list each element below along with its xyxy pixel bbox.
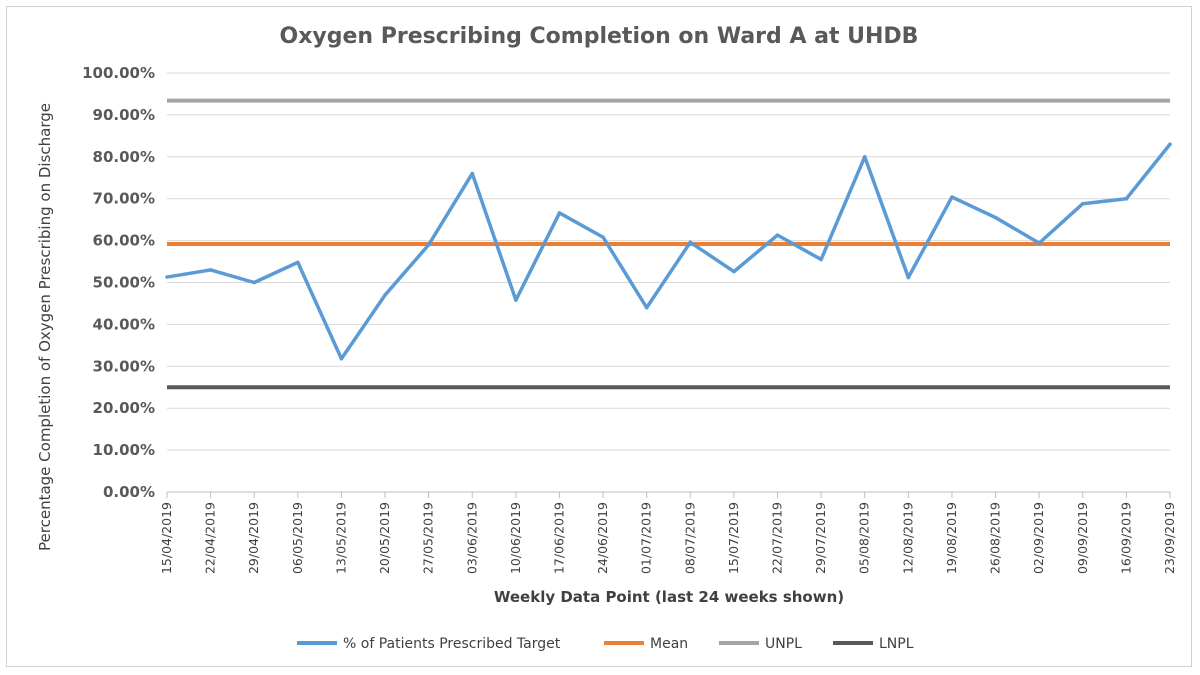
target-series-point [644,305,649,310]
target-series-point [819,257,823,262]
y-tick-label: 60.00% [93,232,155,250]
chart-frame: Oxygen Prescribing Completion on Ward A … [6,6,1192,667]
legend-label: LNPL [879,636,914,652]
legend-label: % of Patients Prescribed Target [343,636,561,652]
x-tick-label: 10/06/2019 [508,502,523,574]
x-tick-label: 22/04/2019 [203,502,218,574]
target-series-point [426,242,431,247]
x-tick-label: 05/08/2019 [857,502,872,574]
target-series-point [296,260,300,265]
data-series [165,142,1172,361]
y-tick-label: 80.00% [93,148,155,166]
target-series-point [514,298,518,302]
x-tick-label: 23/09/2019 [1162,502,1177,574]
chart-svg: Oxygen Prescribing Completion on Ward A … [36,24,1177,652]
x-tick-label: 24/06/2019 [595,502,610,574]
x-tick-label: 19/08/2019 [944,502,959,574]
target-series-point [470,171,475,176]
x-tick-label: 15/04/2019 [159,502,174,574]
y-tick-label: 30.00% [93,357,155,375]
x-tick-label: 08/07/2019 [682,502,697,574]
target-series-point [950,195,954,199]
legend-label: UNPL [765,636,802,652]
target-series-point [906,275,911,280]
x-tick-labels: 15/04/2019 22/04/2019 29/04/2019 06/05/2019… [159,492,1177,574]
target-series-point [252,280,257,285]
y-tick-label: 20.00% [93,399,155,417]
y-tick-label: 50.00% [93,274,155,292]
target-series-point [1080,201,1085,206]
target-series-point [1168,142,1172,147]
x-tick-label: 03/06/2019 [464,502,479,574]
y-tick-label: 0.00% [103,483,155,501]
x-tick-label: 02/09/2019 [1031,502,1046,574]
y-tick-label: 70.00% [93,190,155,208]
target-series-point [208,268,213,272]
x-tick-label: 26/08/2019 [988,502,1003,574]
x-axis-label: Weekly Data Point (last 24 weeks shown) [494,588,844,606]
y-tick-labels: 0.00% 10.00% 20.00% 30.00% 40.00% 50.00% 60.00… [82,64,155,501]
x-tick-label: 09/09/2019 [1075,502,1090,574]
target-series-point [775,233,780,237]
target-series-point [688,240,693,245]
target-series-point [601,235,605,240]
x-tick-label: 17/06/2019 [551,502,566,574]
target-series-point [339,356,344,361]
target-series-point [732,269,736,274]
y-tick-label: 100.00% [82,64,155,82]
x-tick-label: 29/07/2019 [813,502,828,574]
y-tick-label: 90.00% [93,106,155,124]
x-tick-label: 01/07/2019 [639,502,654,574]
target-series-point [383,293,387,297]
y-axis-label: Percentage Completion of Oxygen Prescrib… [36,103,54,551]
y-tick-label: 40.00% [93,315,155,333]
legend: % of Patients Prescribed Target Mean UNPL L… [297,636,914,652]
y-tick-label: 10.00% [93,441,155,459]
x-tick-label: 13/05/2019 [333,502,348,574]
target-series-point [557,211,562,215]
target-series-point [1037,241,1041,245]
x-tick-label: 15/07/2019 [726,502,741,574]
target-series-line [166,143,1172,361]
reference-lines [167,98,1170,390]
gridlines [167,72,1170,493]
target-series-point [993,215,998,220]
x-tick-label: 22/07/2019 [770,502,785,574]
legend-label: Mean [650,636,688,652]
x-tick-label: 20/05/2019 [377,502,392,574]
x-tick-label: 16/09/2019 [1118,502,1133,574]
x-tick-label: 06/05/2019 [290,502,305,574]
target-series-point [1124,196,1129,201]
x-tick-label: 29/04/2019 [246,502,261,574]
x-tick-label: 27/05/2019 [421,502,436,574]
target-series-point [165,275,169,279]
chart-title: Oxygen Prescribing Completion on Ward A … [280,24,919,49]
x-tick-label: 12/08/2019 [900,502,915,574]
target-series-point [862,155,867,159]
